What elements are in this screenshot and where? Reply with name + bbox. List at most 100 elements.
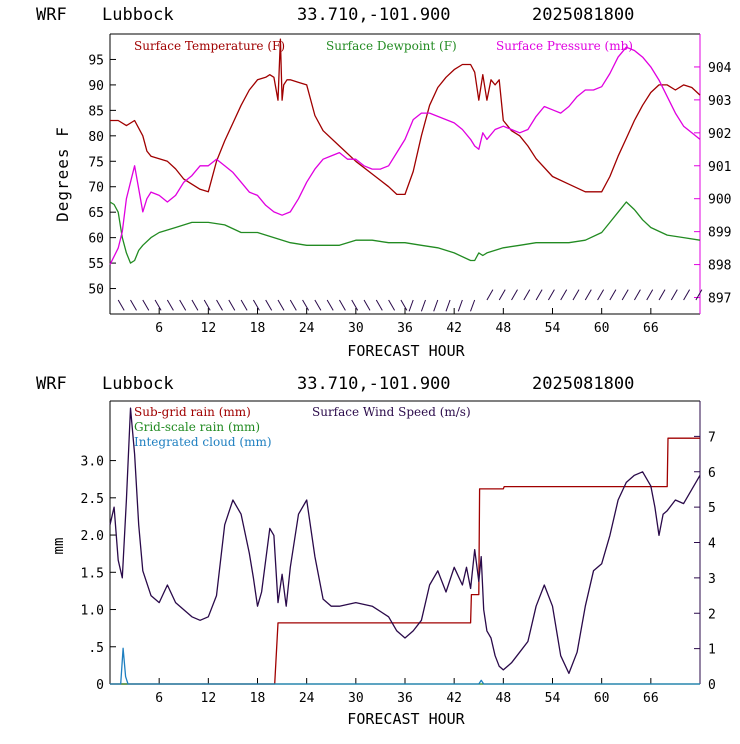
panel1-city: Lubbock: [102, 5, 174, 25]
xtick-label-6: 6: [155, 321, 163, 336]
wind-barb: [166, 299, 174, 311]
panel1-wind-barbs: [117, 289, 703, 312]
wind-barb: [179, 299, 187, 311]
wind-barb: [445, 299, 451, 312]
wind-barb: [130, 299, 137, 311]
xtick-label-48: 48: [496, 691, 512, 706]
series-line-surface-temperature-f: [110, 38, 701, 196]
xtick-label-30: 30: [348, 321, 364, 336]
ytick-left-label-2: 1.0: [81, 604, 104, 619]
xtick-label-42: 42: [446, 691, 462, 706]
wind-barb: [457, 299, 463, 312]
ytick-left-label-0: 50: [88, 283, 104, 298]
xtick-label-6: 6: [155, 691, 163, 706]
ytick-left-label-0: 0: [96, 678, 104, 693]
legend-subgrid-rain: Sub-grid rain (mm): [134, 405, 251, 419]
ytick-right-label-5: 5: [708, 501, 716, 516]
wind-barb: [572, 289, 580, 301]
panel1-model: WRF: [36, 5, 67, 25]
wind-barb: [658, 289, 666, 301]
xtick-label-42: 42: [446, 321, 462, 336]
ytick-right-label-0: 0: [708, 678, 716, 693]
panel2-ylabel: mm: [51, 538, 67, 555]
series-line-sub-grid-rain-mm: [110, 437, 700, 685]
panel2-yticks-right: 0 1 2 3 4 5 6 7: [694, 430, 716, 693]
xtick-label-66: 66: [643, 691, 659, 706]
ytick-right-label-3: 900: [708, 193, 731, 208]
xtick-label-60: 60: [594, 321, 610, 336]
ytick-left-label-9: 95: [88, 53, 104, 68]
ytick-right-label-4: 901: [708, 160, 731, 175]
wind-barb: [695, 289, 703, 301]
panel2-plot: 6 12 18 24 30 36 42 48 54 60 66 0.51.01.52.02.53.0…: [51, 400, 716, 728]
panel2-xlabel: FORECAST HOUR: [347, 710, 465, 728]
wind-barb: [326, 299, 334, 311]
wind-barb: [535, 289, 543, 301]
series-line-surface-wind-speed-m-s: [109, 407, 701, 675]
xtick-label-18: 18: [250, 321, 266, 336]
ytick-right-label-0: 897: [708, 292, 731, 307]
xtick-label-48: 48: [496, 321, 512, 336]
ytick-right-label-2: 899: [708, 226, 731, 241]
xtick-label-12: 12: [201, 691, 217, 706]
xtick-label-12: 12: [201, 321, 217, 336]
panel1-yticks-right: 897 898 899 900 901 902 903 904: [694, 61, 732, 307]
wind-barb: [154, 299, 162, 311]
legend-gridscale-rain: Grid-scale rain (mm): [134, 420, 260, 434]
ytick-left-label-5: 2.5: [81, 492, 104, 507]
xtick-label-60: 60: [594, 691, 610, 706]
panel2-city: Lubbock: [102, 374, 174, 394]
xtick-label-66: 66: [643, 321, 659, 336]
wind-barb: [560, 289, 568, 301]
panel1-xticks: 6 12 18 24 30 36 42 48 54 60 66: [155, 308, 659, 336]
ytick-left-label-3: 1.5: [81, 566, 104, 581]
wind-barb: [498, 289, 506, 301]
wind-barb: [511, 289, 518, 301]
ytick-right-label-4: 4: [708, 537, 716, 552]
panel1-header: WRF Lubbock 33.710,-101.900 2025081800: [36, 5, 634, 25]
xtick-label-24: 24: [299, 321, 315, 336]
wind-barb: [547, 289, 555, 301]
panel2-series: [109, 407, 701, 685]
panel1-plot: 6 12 18 24 30 36 42 48 54 60 66 50 55 60 65 70 75 80 85 90…: [53, 33, 732, 360]
wind-barb: [265, 299, 273, 311]
ytick-right-label-1: 898: [708, 259, 731, 274]
xtick-label-18: 18: [250, 691, 266, 706]
wind-barb: [203, 299, 211, 311]
xtick-label-36: 36: [397, 691, 413, 706]
panel1-xlabel: FORECAST HOUR: [347, 342, 465, 360]
ytick-left-label-1: .5: [88, 641, 104, 656]
wind-barb: [363, 299, 371, 311]
panel2-legend: Sub-grid rain (mm) Grid-scale rain (mm) …: [134, 405, 471, 449]
series-line-integrated-cloud-mm: [110, 647, 700, 685]
ytick-right-label-6: 903: [708, 94, 731, 109]
legend-integrated-cloud: Integrated cloud (mm): [134, 435, 272, 449]
ytick-left-label-6: 80: [88, 130, 104, 145]
wind-barb: [584, 289, 592, 301]
wind-barb: [683, 289, 691, 301]
wind-barb: [609, 289, 617, 301]
wind-barb: [646, 289, 654, 301]
wind-barb: [433, 299, 439, 312]
wind-barb: [117, 299, 125, 311]
panel1-run: 2025081800: [532, 5, 634, 25]
wind-barb: [302, 299, 310, 311]
legend-surface-dewpoint: Surface Dewpoint (F): [326, 39, 457, 53]
series-line-surface-dewpoint-f: [109, 201, 701, 264]
wind-barb: [375, 299, 383, 311]
ytick-right-label-5: 902: [708, 127, 731, 142]
series-line-surface-pressure-mb: [109, 46, 701, 265]
xtick-label-54: 54: [545, 321, 561, 336]
wind-barb: [400, 299, 408, 311]
ytick-left-label-8: 90: [88, 79, 104, 94]
ytick-left-label-3: 65: [88, 206, 104, 221]
xtick-label-36: 36: [397, 321, 413, 336]
ytick-right-label-1: 1: [708, 643, 716, 658]
wind-barb: [216, 299, 223, 311]
wind-barb: [240, 299, 248, 311]
wind-barb: [420, 299, 426, 312]
wind-barb: [670, 289, 678, 301]
wind-barb: [339, 299, 346, 311]
panel1-coords: 33.710,-101.900: [297, 5, 451, 25]
